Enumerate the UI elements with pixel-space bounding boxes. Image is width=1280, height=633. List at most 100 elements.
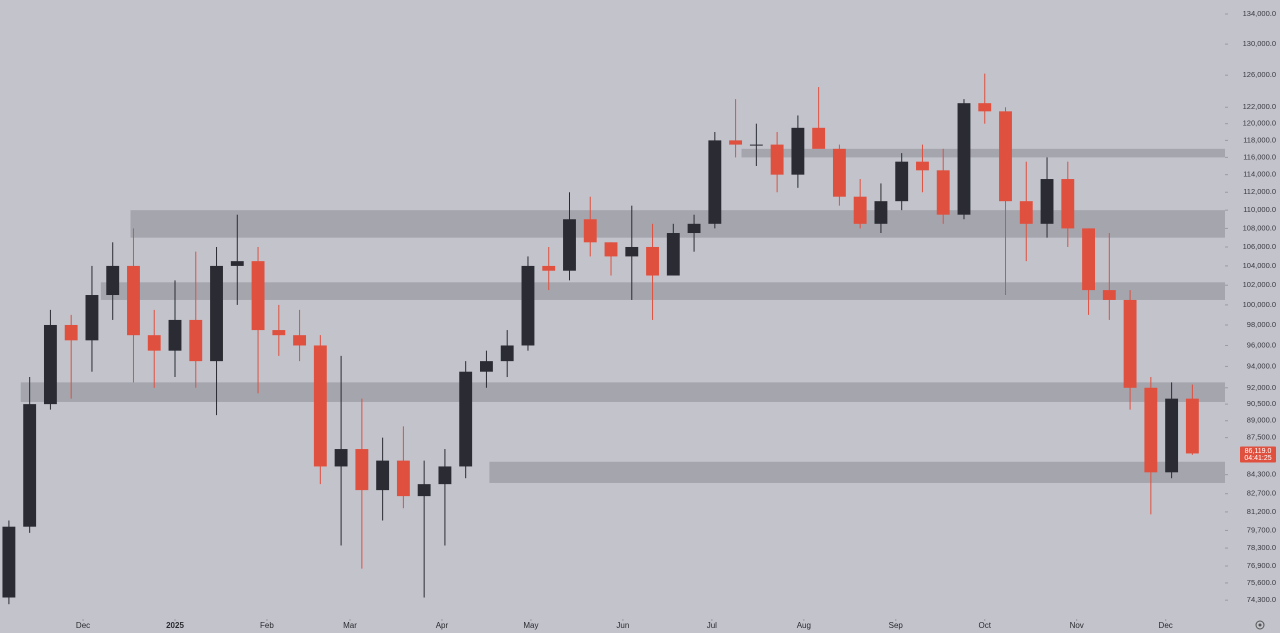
- candle-body: [978, 103, 992, 112]
- countdown: 04:41:25: [1244, 455, 1271, 462]
- candle-body: [293, 335, 307, 346]
- y-tick-label: 94,000.0: [1247, 361, 1276, 370]
- candle-body: [147, 335, 161, 351]
- candle-body: [168, 319, 182, 351]
- y-tick-label: 82,700.0: [1247, 489, 1276, 498]
- candle-body: [2, 526, 16, 598]
- y-tick-label: 116,000.0: [1243, 152, 1276, 161]
- y-tick-label: 87,500.0: [1247, 433, 1276, 442]
- x-tick-label: Apr: [436, 621, 449, 630]
- candle-body: [936, 170, 950, 215]
- candle-body: [500, 345, 514, 362]
- candle-body: [23, 404, 37, 527]
- candle-body: [1123, 299, 1137, 388]
- candle-body: [563, 219, 576, 271]
- y-tick-label: 120,000.0: [1243, 119, 1276, 128]
- candle-body: [791, 127, 805, 175]
- x-tick-label: Dec: [76, 621, 90, 630]
- x-tick-label: Jun: [616, 621, 629, 630]
- candle-body: [396, 460, 410, 497]
- candle-body: [459, 371, 473, 467]
- candle-body: [438, 466, 452, 485]
- y-tick-label: 96,000.0: [1247, 340, 1276, 349]
- x-tick-label: Sep: [889, 621, 904, 630]
- candle-body: [230, 261, 244, 266]
- y-tick-label: 118,000.0: [1243, 135, 1276, 144]
- y-tick-label: 134,000.0: [1243, 9, 1276, 18]
- candle-body: [646, 246, 659, 276]
- last-price-box: [1240, 446, 1276, 463]
- y-tick-label: 100,000.0: [1243, 300, 1276, 309]
- candle-body: [542, 265, 556, 271]
- y-tick-label: 130,000.0: [1243, 39, 1276, 48]
- candle-body: [687, 223, 701, 234]
- candle-body: [417, 484, 431, 497]
- y-tick-label: 108,000.0: [1243, 223, 1276, 232]
- candle-body: [770, 144, 784, 175]
- y-tick-label: 79,700.0: [1247, 525, 1276, 534]
- y-tick-label: 122,000.0: [1243, 102, 1276, 111]
- candle-body: [85, 295, 99, 341]
- axes: 134,000.0 130,000.0 126,000.0 122,000.0 120,…: [76, 9, 1276, 630]
- candle-body: [1061, 179, 1075, 229]
- x-tick-label: May: [523, 621, 538, 630]
- x-tick-label: Oct: [979, 621, 992, 630]
- y-tick-label: 75,600.0: [1247, 578, 1276, 587]
- candle-body: [334, 449, 348, 467]
- candle-body: [1165, 398, 1179, 473]
- x-tick-label: Jul: [707, 621, 717, 630]
- candle-body: [604, 242, 618, 257]
- zone: [741, 148, 1225, 158]
- candle-body: [874, 201, 888, 224]
- candle-body: [1185, 398, 1199, 454]
- x-tick-label: 2025: [166, 621, 184, 630]
- candle-body: [480, 361, 493, 372]
- candle-body: [853, 196, 867, 224]
- candle-body: [666, 233, 680, 276]
- candle-body: [1019, 201, 1033, 224]
- settings-ring: [1255, 620, 1265, 630]
- x-tick-label: Aug: [797, 621, 811, 630]
- candle-body: [272, 330, 286, 336]
- zone: [100, 282, 1226, 300]
- x-tick-label: Dec: [1159, 621, 1173, 630]
- candle-body: [749, 144, 763, 146]
- candles: [2, 73, 1199, 605]
- y-tick-label: 89,000.0: [1247, 416, 1276, 425]
- candle-body: [251, 261, 265, 331]
- candle-body: [832, 148, 846, 197]
- settings-icon[interactable]: [1255, 620, 1265, 630]
- candle-body: [189, 319, 203, 362]
- candle-body: [210, 265, 223, 362]
- y-tick-label: 92,000.0: [1247, 383, 1276, 392]
- candle-body: [625, 246, 639, 257]
- last-price-label: 86,119.0: [1245, 448, 1272, 455]
- y-tick-label: 104,000.0: [1243, 261, 1276, 270]
- candle-body: [729, 140, 743, 145]
- candle-body: [521, 265, 535, 346]
- zone: [489, 461, 1226, 483]
- candle-body: [106, 265, 120, 296]
- settings-dot: [1258, 623, 1262, 627]
- y-tick-label: 112,000.0: [1243, 187, 1276, 196]
- candle-body: [999, 111, 1012, 202]
- y-tick-label: 114,000.0: [1243, 170, 1276, 179]
- candle-body: [812, 127, 826, 149]
- candle-body: [64, 324, 78, 341]
- candle-body: [1082, 228, 1095, 291]
- y-tick-label: 84,300.0: [1247, 470, 1276, 479]
- candle-body: [583, 219, 597, 243]
- candle-body: [355, 449, 369, 491]
- y-tick-label: 78,300.0: [1247, 543, 1276, 552]
- zone: [20, 382, 1226, 402]
- y-tick-label: 74,300.0: [1247, 595, 1276, 604]
- candle-body: [708, 140, 722, 224]
- x-tick-label: Nov: [1070, 621, 1084, 630]
- candle-body: [313, 345, 327, 467]
- candle-body: [376, 460, 390, 491]
- candle-body: [957, 103, 971, 215]
- y-tick-label: 126,000.0: [1243, 70, 1276, 79]
- candle-body: [1102, 290, 1116, 300]
